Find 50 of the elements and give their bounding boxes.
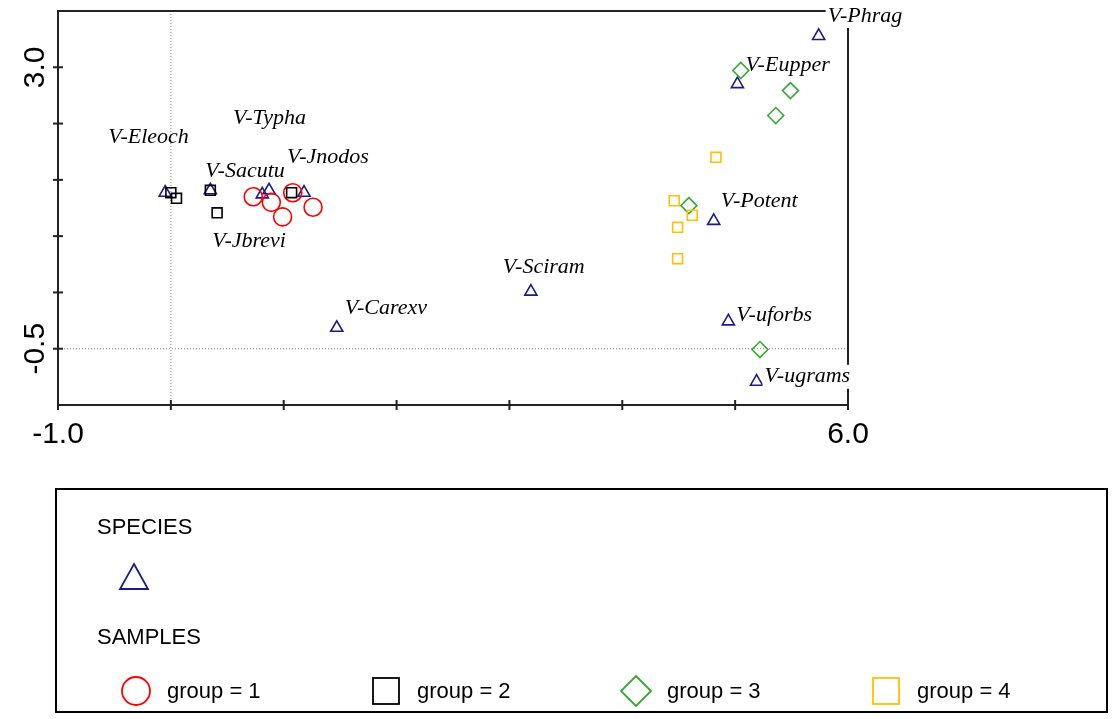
point [165, 186, 177, 199]
x-tick-label: -1.0 [32, 416, 84, 450]
point [170, 192, 183, 205]
point [721, 313, 736, 326]
legend-title: SAMPLES [97, 624, 201, 650]
point [671, 221, 684, 234]
point [811, 28, 826, 41]
annotation: V-Phrag [827, 1, 903, 27]
annotation: V-Sacutu [205, 157, 285, 183]
annotation: V-uforbs [736, 301, 813, 327]
annotation: V-Jbrevi [212, 227, 286, 253]
point [706, 213, 721, 226]
point [297, 184, 311, 198]
point [524, 283, 538, 296]
annotation: V-ugrams [764, 362, 851, 388]
point [329, 320, 344, 333]
point [255, 186, 270, 199]
y-tick-label: 3.0 [17, 46, 50, 89]
point [282, 182, 303, 203]
point [710, 151, 722, 164]
point [261, 192, 282, 213]
legend-label: group = 4 [917, 678, 1011, 704]
point [686, 209, 699, 221]
annotation: V-Sciram [502, 253, 585, 279]
point [751, 340, 769, 359]
point [668, 195, 680, 207]
point [303, 197, 323, 217]
annotation: V-Eupper [745, 50, 831, 76]
annotation: V-Jnodos [287, 142, 369, 168]
point [730, 76, 745, 89]
legend-label: group = 2 [417, 678, 511, 704]
point [211, 207, 223, 219]
y-tick-label: -0.5 [17, 322, 50, 375]
legend-label: group = 1 [167, 678, 261, 704]
point [766, 106, 785, 125]
annotation: V-Eleoch [108, 122, 189, 148]
annotation: V-Potent [720, 186, 799, 212]
point [158, 184, 173, 198]
text: SPECIES [97, 514, 193, 540]
point [749, 373, 764, 386]
point [243, 186, 264, 207]
point [781, 81, 800, 100]
point [680, 196, 698, 215]
point [262, 182, 276, 195]
legend-label: group = 3 [667, 678, 761, 704]
annotation: V-Carexv [344, 293, 428, 319]
point [671, 252, 684, 265]
annotation: V-Typha [233, 104, 306, 130]
x-tick-label: 6.0 [827, 416, 869, 450]
point [272, 207, 293, 227]
